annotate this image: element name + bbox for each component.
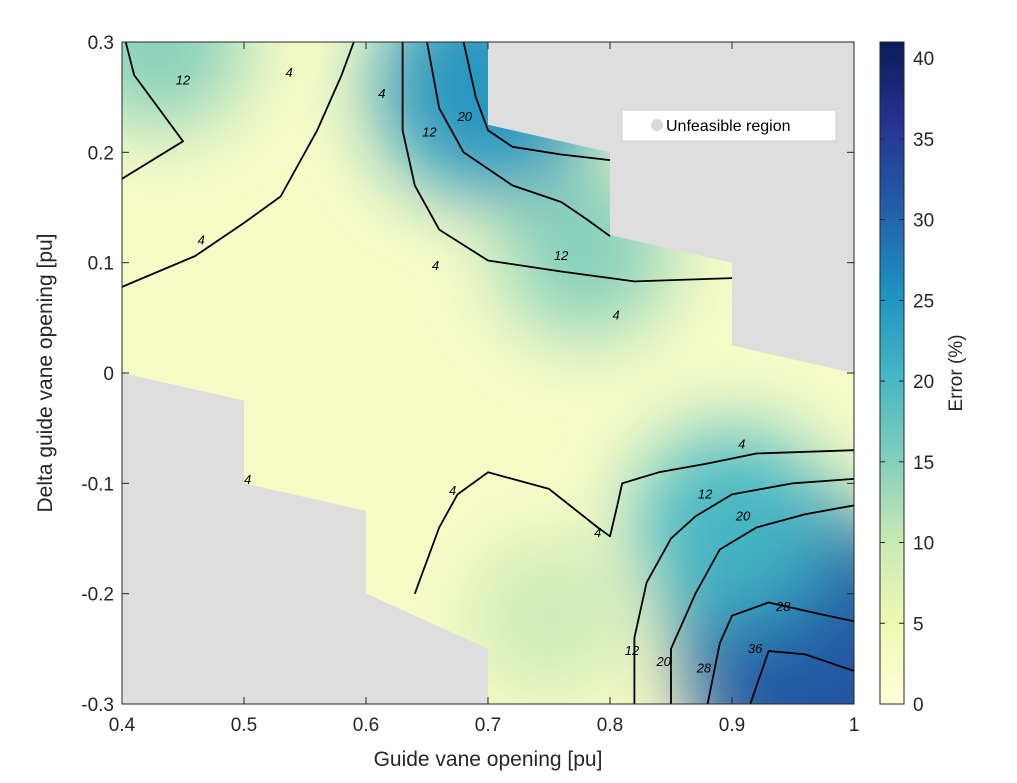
contour-label-1: 4 [286, 65, 293, 80]
colorbar-tick-label-1: 5 [913, 614, 924, 635]
contour-label-11: 4 [594, 525, 601, 540]
y-tick-label-1: -0.2 [81, 585, 114, 606]
contour-label-13: 12 [698, 486, 713, 501]
contour-line-12-1 [122, 42, 184, 180]
y-tick-label-3: 0 [103, 364, 114, 385]
legend-marker-unfeasible [651, 119, 663, 131]
contour-label-18: 20 [655, 654, 671, 669]
colorbar-tick-label-5: 25 [913, 291, 934, 312]
contour-label-6: 12 [554, 248, 569, 263]
contour-label-5: 20 [457, 109, 473, 124]
colorbar-tick-label-0: 0 [913, 695, 924, 716]
error-zone-5 [633, 428, 831, 627]
contour-label-15: 28 [775, 599, 791, 614]
colorbar-tick-label-2: 10 [913, 534, 934, 555]
y-tick-label-6: 0.3 [88, 33, 114, 54]
x-tick-label-5: 0.9 [719, 715, 745, 736]
contour-label-2: 4 [198, 233, 205, 248]
contour-label-12: 4 [738, 437, 745, 452]
colorbar-tick-label-4: 20 [913, 372, 934, 393]
contour-line-12-3 [426, 42, 611, 237]
colorbar-tick-label-8: 40 [913, 49, 934, 70]
x-tick-label-2: 0.6 [353, 715, 379, 736]
legend-label-unfeasible: Unfeasible region [666, 118, 791, 135]
contour-label-9: 4 [244, 472, 251, 487]
legend: Unfeasible region [621, 109, 837, 142]
x-tick-label-1: 0.5 [231, 715, 257, 736]
contour-line-28-8 [706, 601, 854, 704]
contour-label-8: 4 [612, 308, 619, 323]
contour-label-4: 12 [422, 124, 437, 139]
y-tick-label-2: -0.1 [81, 474, 114, 495]
colorbar: 0 5 10 15 20 25 30 35 40 Error (%) [879, 41, 967, 716]
contour-line-4-5 [413, 449, 854, 595]
x-axis-label: Guide vane opening [pu] [374, 748, 603, 771]
contour-line-12-6 [633, 478, 854, 704]
contour-label-19: 28 [696, 661, 712, 676]
y-tick-label-5: 0.2 [88, 143, 114, 164]
contour-line-20-4 [462, 42, 611, 161]
contour-line-4-0 [122, 42, 355, 288]
colorbar-bar [879, 41, 905, 705]
y-tick-label-4: 0.1 [88, 254, 114, 275]
plot-area: 12 4 4 4 12 20 12 4 4 4 4 4 4 12 20 28 36 12 20 28 0.4 0.5 0.… [81, 33, 860, 736]
contour-line-20-7 [670, 504, 854, 704]
error-zone-0 [122, 42, 245, 128]
contour-label-10: 4 [449, 483, 456, 498]
x-tick-label-4: 0.8 [597, 715, 623, 736]
contour-label-16: 36 [748, 641, 763, 656]
contour-line-36-9 [749, 650, 854, 704]
contour-label-0: 12 [176, 73, 191, 88]
contour-label-14: 20 [735, 508, 751, 523]
colorbar-label: Error (%) [946, 334, 967, 411]
colorbar-tick-label-6: 30 [913, 211, 934, 232]
x-tick-label-3: 0.7 [475, 715, 501, 736]
contour-label-7: 4 [432, 258, 439, 273]
contour-label-3: 4 [378, 86, 385, 101]
y-axis-label: Delta guide vane opening [pu] [34, 233, 57, 512]
error-zone-6 [476, 543, 622, 689]
contour-label-17: 12 [625, 643, 640, 658]
contour-line-4-2 [401, 42, 733, 283]
colorbar-tick-label-3: 15 [913, 453, 934, 474]
colorbar-tick-label-7: 35 [913, 130, 934, 151]
error-zone-1 [375, 42, 601, 199]
x-tick-label-6: 1 [849, 715, 860, 736]
y-tick-label-0: -0.3 [81, 695, 114, 716]
x-tick-label-0: 0.4 [109, 715, 136, 736]
